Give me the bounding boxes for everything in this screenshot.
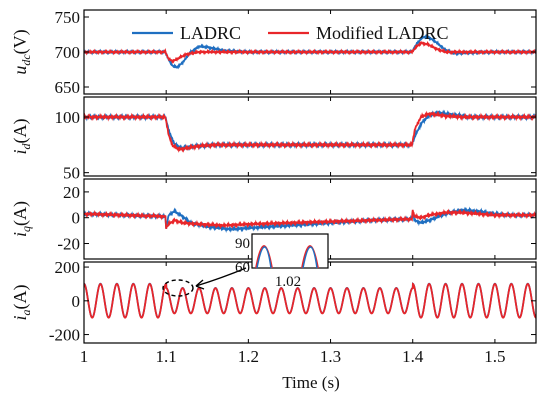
series-modified-ladrc-panel-2 [84,110,536,153]
x-tick-label: 1.2 [238,347,259,366]
x-axis-label: Time (s) [282,373,339,392]
y-tick-label: 650 [55,78,81,97]
legend-label-ladrc: LADRC [180,23,241,43]
x-tick-label: 1.5 [484,347,505,366]
zoom-inset: 90 60 1.02 [235,233,329,290]
y-tick-label: 50 [63,164,80,183]
inset-y-tick: 60 [235,260,250,276]
legend: LADRC Modified LADRC [132,23,449,43]
inset-y-tick: 90 [235,236,250,252]
inset-x-tick: 1.02 [275,274,301,290]
series-modified-ladrc-panel-4 [84,282,536,319]
zoom-arrowhead [195,279,205,290]
panel-2: 100 50 id(A) [10,96,537,183]
legend-label-modified-ladrc: Modified LADRC [316,23,449,43]
y-axis-label: iq(A) [10,201,33,237]
x-tick-label: 1.3 [320,347,341,366]
x-tick-label: 1 [80,347,89,366]
y-tick-label: -200 [49,326,80,345]
y-axis-label: ia(A) [10,284,33,320]
series-modified-ladrc-panel-3 [84,208,536,230]
x-tick-label: 1.1 [156,347,177,366]
series-modified-ladrc-panel-1 [84,40,536,65]
panel-3: 20 0 -20 iq(A) [10,178,537,260]
panel-frame [83,96,537,177]
y-tick-label: 0 [72,292,81,311]
y-tick-label: 100 [55,108,81,127]
y-tick-label: 20 [63,183,80,202]
zoom-arrow [195,267,247,287]
panel-1: 750 700 650 udc(V) [10,8,537,97]
y-tick-label: 700 [55,43,81,62]
y-tick-label: 0 [72,209,81,228]
y-tick-label: 200 [55,258,81,277]
y-axis-label: udc(V) [10,29,33,74]
y-tick-label: 750 [55,8,81,27]
panel-4: 200 0 -200 ia(A) [10,258,537,345]
zoom-ellipse [162,279,194,297]
y-axis-label: id(A) [10,118,33,154]
x-tick-label: 1.4 [402,347,424,366]
y-tick-label: -20 [57,235,80,254]
